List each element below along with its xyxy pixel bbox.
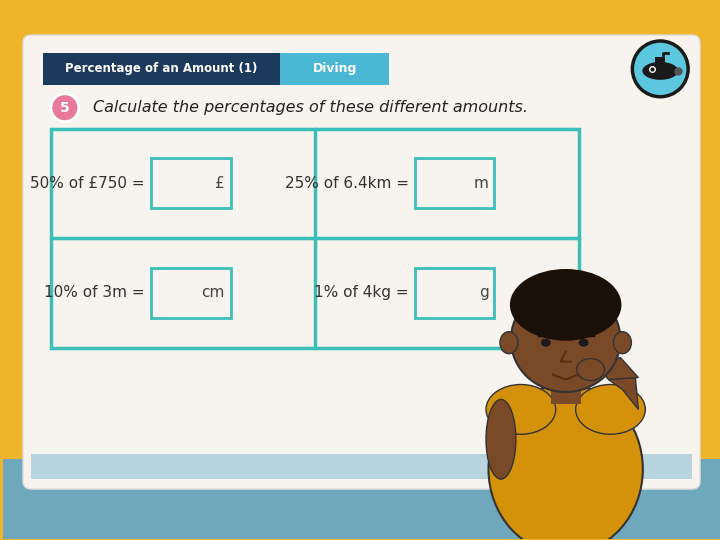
FancyBboxPatch shape <box>280 53 390 85</box>
Text: 5: 5 <box>60 100 70 114</box>
Ellipse shape <box>575 384 645 434</box>
FancyBboxPatch shape <box>51 129 579 348</box>
Ellipse shape <box>613 332 631 354</box>
Ellipse shape <box>510 269 621 341</box>
FancyBboxPatch shape <box>551 369 580 404</box>
Text: Percentage of an Amount (1): Percentage of an Amount (1) <box>66 62 258 76</box>
Ellipse shape <box>541 339 551 347</box>
Polygon shape <box>608 377 639 409</box>
Ellipse shape <box>577 359 605 381</box>
Text: 1% of 4kg =: 1% of 4kg = <box>314 286 409 300</box>
Ellipse shape <box>511 287 621 392</box>
Polygon shape <box>595 357 639 380</box>
FancyBboxPatch shape <box>415 158 495 208</box>
FancyBboxPatch shape <box>43 53 280 85</box>
Text: 50% of £750 =: 50% of £750 = <box>30 176 145 191</box>
Text: Calculate the percentages of these different amounts.: Calculate the percentages of these diffe… <box>93 100 528 115</box>
FancyBboxPatch shape <box>151 158 230 208</box>
Circle shape <box>51 94 78 122</box>
Ellipse shape <box>579 339 588 347</box>
FancyBboxPatch shape <box>151 268 230 318</box>
FancyBboxPatch shape <box>3 1 720 46</box>
FancyBboxPatch shape <box>3 459 720 539</box>
FancyBboxPatch shape <box>23 35 700 489</box>
Ellipse shape <box>486 384 556 434</box>
Text: 25% of 6.4km =: 25% of 6.4km = <box>285 176 409 191</box>
Text: £: £ <box>215 176 225 191</box>
Text: 10% of 3m =: 10% of 3m = <box>45 286 145 300</box>
FancyBboxPatch shape <box>655 57 665 67</box>
Text: Diving: Diving <box>312 62 357 76</box>
Ellipse shape <box>488 384 643 540</box>
Ellipse shape <box>486 400 516 479</box>
Text: m: m <box>474 176 488 191</box>
Ellipse shape <box>500 332 518 354</box>
Ellipse shape <box>642 62 678 80</box>
Text: cm: cm <box>202 286 225 300</box>
FancyBboxPatch shape <box>415 268 495 318</box>
Text: g: g <box>479 286 488 300</box>
FancyBboxPatch shape <box>31 454 692 479</box>
Circle shape <box>632 41 688 97</box>
